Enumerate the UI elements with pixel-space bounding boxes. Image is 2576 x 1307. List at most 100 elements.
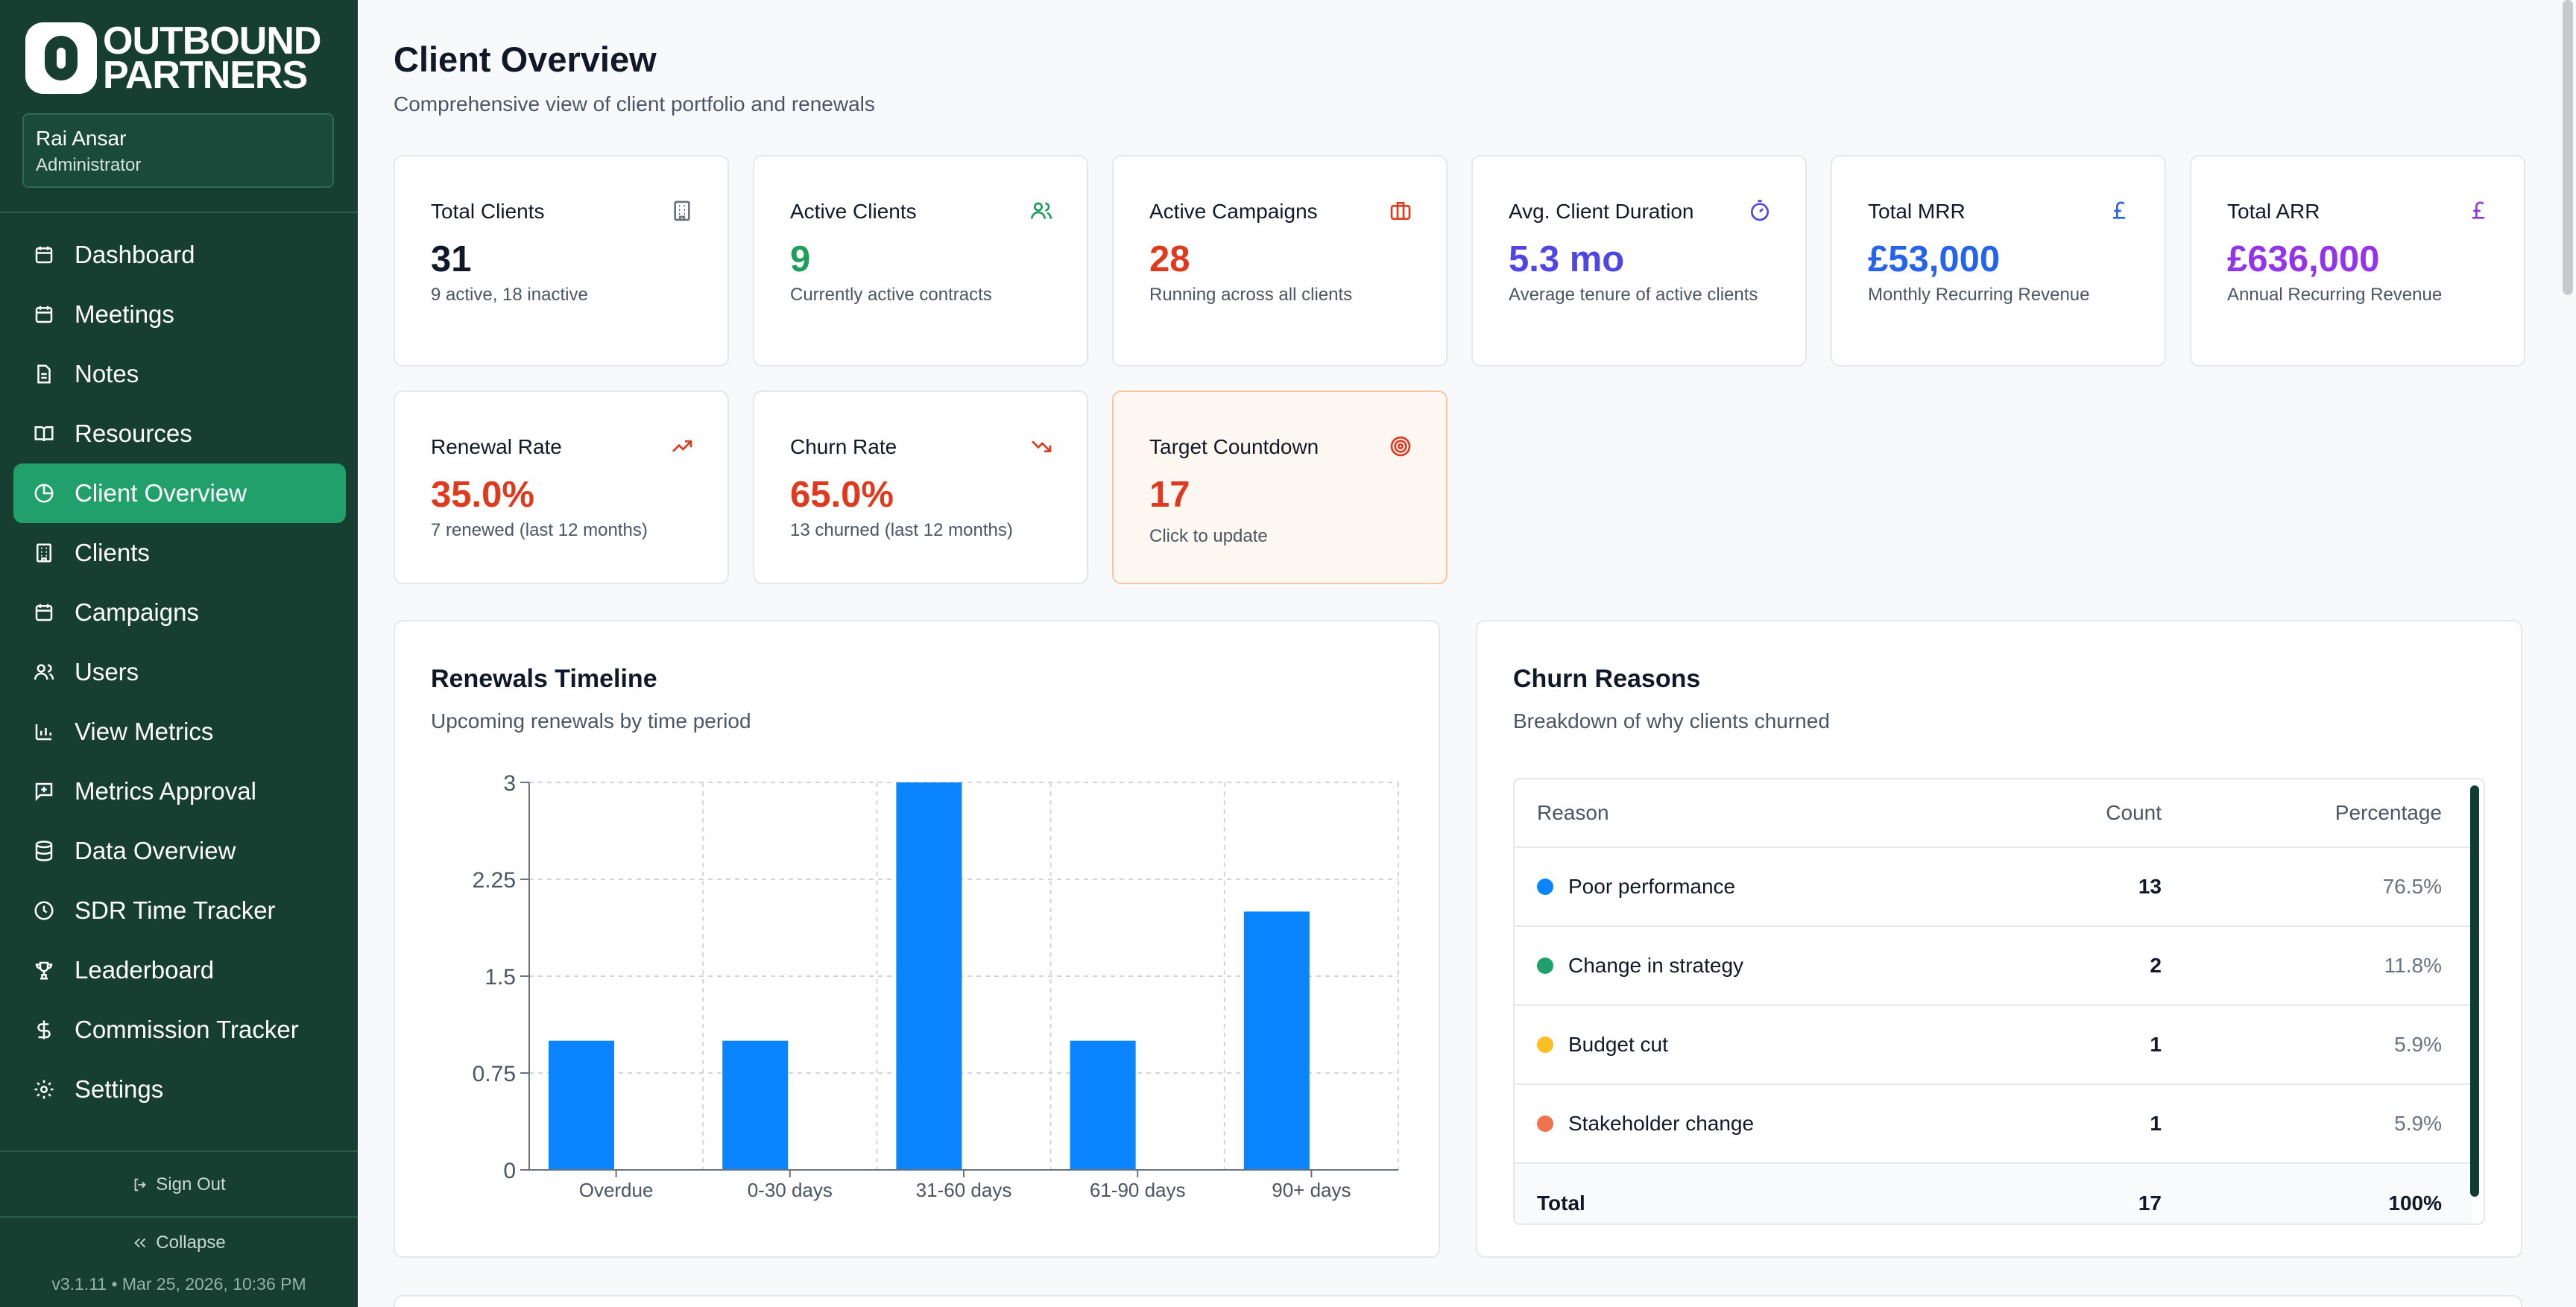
stat-subtext: Average tenure of active clients (1509, 285, 1758, 305)
sidebar-item-label: Clients (75, 539, 150, 566)
book-open-icon (33, 423, 55, 445)
sidebar-item-meetings[interactable]: Meetings (13, 285, 346, 344)
stat-subtext: 9 active, 18 inactive (431, 285, 588, 305)
brand-line-1: OUTBOUND (103, 19, 321, 63)
churn-reasons-panel: Churn Reasons Breakdown of why clients c… (1476, 620, 2522, 1258)
color-dot-icon (1537, 879, 1553, 895)
sidebar-item-dashboard[interactable]: Dashboard (13, 225, 346, 285)
sidebar-item-client-overview[interactable]: Client Overview (13, 463, 346, 523)
page-scrollbar[interactable] (2563, 0, 2573, 295)
stat-label: Total Clients (431, 200, 545, 223)
sidebar-item-label: Leaderboard (75, 956, 215, 984)
sidebar-item-label: Settings (75, 1075, 164, 1103)
sidebar-item-leaderboard[interactable]: Leaderboard (13, 940, 346, 1000)
stat-label: Active Campaigns (1149, 200, 1318, 223)
calendar-icon (33, 244, 55, 266)
sidebar-item-label: Data Overview (75, 837, 236, 864)
sidebar-item-users[interactable]: Users (13, 642, 346, 702)
sidebar-item-commission-tracker[interactable]: Commission Tracker (13, 1000, 346, 1060)
calendar-icon (33, 601, 55, 624)
table-header-row: Reason Count Percentage (1515, 779, 2472, 848)
sidebar-item-data-overview[interactable]: Data Overview (13, 821, 346, 881)
count-cell: 2 (2150, 954, 2162, 977)
stat-value: 65.0% (790, 475, 894, 515)
bar (549, 1040, 614, 1170)
sidebar-item-resources[interactable]: Resources (13, 404, 346, 463)
bar-chart-icon (33, 721, 55, 743)
sidebar-item-label: Dashboard (75, 241, 195, 268)
sidebar-item-settings[interactable]: Settings (13, 1060, 346, 1119)
stat-value: 31 (431, 239, 472, 279)
stat-card-avg-client-duration: Avg. Client Duration 5.3 mo Average tenu… (1471, 155, 1807, 367)
sidebar-item-campaigns[interactable]: Campaigns (13, 583, 346, 642)
renewals-timeline-panel: Renewals Timeline Upcoming renewals by t… (394, 620, 1440, 1258)
bar (1243, 911, 1310, 1170)
churn-title: Churn Reasons (1513, 665, 1701, 693)
next-panel (394, 1295, 2522, 1307)
calendar-icon (33, 303, 55, 326)
stat-subtext: Currently active contracts (790, 285, 992, 305)
brand-line-2: PARTNERS (103, 54, 308, 97)
table-row: Change in strategy 2 11.8% (1515, 927, 2472, 1006)
stat-value: £636,000 (2227, 239, 2380, 279)
stat-value: 5.3 mo (1509, 239, 1625, 279)
sidebar-item-label: Resources (75, 420, 192, 447)
stat-label: Renewal Rate (431, 435, 562, 458)
stat-subtext: Annual Recurring Revenue (2227, 285, 2443, 305)
user-card: Rai Ansar Administrator (22, 113, 334, 188)
sidebar-item-notes[interactable]: Notes (13, 344, 346, 404)
color-dot-icon (1537, 1037, 1553, 1053)
stat-card-target-countdown[interactable]: Target Countdown 17 Click to update (1112, 390, 1448, 584)
stat-value: 28 (1149, 239, 1190, 279)
building-icon (669, 198, 695, 224)
stat-subtext: Click to update (1149, 526, 1268, 546)
sidebar-nav: Dashboard Meetings Notes Resources Client Ov… (13, 225, 346, 1119)
sidebar-divider (0, 1151, 358, 1152)
stat-label: Churn Rate (790, 435, 897, 458)
brand-logo[interactable]: OUTBOUND PARTNERS (25, 19, 321, 97)
table-row: Poor performance 13 76.5% (1515, 848, 2472, 927)
sign-out-button[interactable]: Sign Out (0, 1174, 358, 1195)
y-tick-label: 3 (503, 771, 516, 796)
bar (896, 782, 962, 1170)
count-cell: 1 (2150, 1033, 2162, 1056)
sidebar-item-clients[interactable]: Clients (13, 523, 346, 583)
color-dot-icon (1537, 958, 1553, 974)
col-percentage-header[interactable]: Percentage (2334, 801, 2442, 824)
page-title: Client Overview (394, 39, 657, 79)
count-cell: 1 (2150, 1112, 2162, 1135)
sign-out-label: Sign Out (156, 1174, 226, 1194)
stat-value: 9 (790, 239, 811, 279)
col-count-header[interactable]: Count (2106, 801, 2162, 824)
users-icon (1029, 198, 1054, 224)
y-tick-label: 2.25 (473, 868, 516, 893)
stat-value: £53,000 (1868, 239, 2001, 279)
reason-text: Budget cut (1568, 1033, 1668, 1056)
sidebar-item-sdr-time-tracker[interactable]: SDR Time Tracker (13, 881, 346, 940)
table-row: Stakeholder change 1 5.9% (1515, 1085, 2472, 1164)
sidebar-item-label: Commission Tracker (75, 1016, 299, 1043)
stat-card-churn-rate: Churn Rate 65.0% 13 churned (last 12 mon… (753, 390, 1088, 584)
col-reason-header[interactable]: Reason (1537, 801, 1609, 824)
clock-icon (33, 899, 55, 922)
reason-text: Poor performance (1568, 875, 1736, 898)
color-dot-icon (1537, 1115, 1553, 1132)
collapse-button[interactable]: Collapse (0, 1232, 358, 1253)
table-scrollbar[interactable] (2470, 785, 2479, 1197)
sidebar-item-metrics-approval[interactable]: Metrics Approval (13, 762, 346, 821)
sidebar-item-view-metrics[interactable]: View Metrics (13, 702, 346, 762)
pound-icon (2466, 198, 2491, 224)
stat-card-total-mrr: Total MRR £53,000 Monthly Recurring Reve… (1831, 155, 2166, 367)
message-plus-icon (33, 780, 55, 803)
sidebar: OUTBOUND PARTNERS Rai Ansar Administrato… (0, 0, 358, 1307)
y-tick-label: 0.75 (473, 1062, 516, 1086)
building-icon (33, 542, 55, 564)
reason-cell: Poor performance (1537, 875, 1735, 899)
trending-down-icon (1029, 434, 1054, 459)
main-content: Client Overview Comprehensive view of cl… (358, 0, 2576, 1307)
stat-value: 35.0% (431, 475, 534, 515)
total-count: 17 (2138, 1192, 2162, 1215)
stat-card-active-clients: Active Clients 9 Currently active contra… (753, 155, 1088, 367)
reason-text: Change in strategy (1568, 954, 1744, 977)
users-icon (33, 661, 55, 683)
